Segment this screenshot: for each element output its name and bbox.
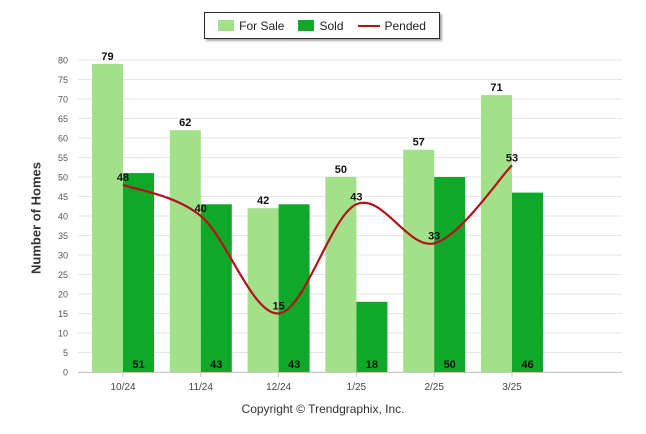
y-tick-label: 0	[63, 368, 68, 378]
data-label-for-sale: 50	[335, 164, 347, 176]
bar-for-sale	[481, 95, 512, 372]
bar-sold	[356, 301, 388, 372]
bar-for-sale	[92, 63, 123, 373]
x-tick-label: 1/25	[347, 382, 367, 393]
legend-swatch-sold	[298, 20, 315, 31]
y-tick-label: 50	[58, 173, 68, 183]
bar-sold	[200, 204, 232, 372]
data-label-pended: 53	[506, 152, 518, 164]
data-label-sold: 46	[521, 359, 533, 371]
legend-label-pended: Pended	[384, 18, 426, 33]
data-label-for-sale: 79	[101, 51, 113, 63]
data-label-for-sale: 62	[179, 117, 191, 129]
legend-item-for-sale[interactable]: For Sale	[218, 19, 284, 33]
y-axis-label: Number of Homes	[28, 162, 44, 274]
data-label-sold: 51	[132, 359, 144, 371]
data-label-for-sale: 42	[257, 195, 269, 207]
y-tick-label: 35	[58, 231, 68, 241]
y-tick-label: 40	[58, 212, 68, 222]
pended-line	[122, 164, 513, 315]
y-tick-label: 65	[58, 114, 68, 124]
y-tick-label: 45	[58, 192, 68, 202]
y-tick-label: 15	[58, 309, 68, 319]
bar-sold	[434, 177, 466, 372]
x-tick-label: 11/24	[189, 382, 214, 393]
legend-item-sold[interactable]: Sold	[298, 18, 344, 33]
x-tick-label: 10/24	[110, 382, 135, 393]
data-label-pended: 40	[195, 203, 207, 215]
x-tick-label: 2/25	[424, 382, 444, 393]
bar-for-sale	[325, 177, 357, 372]
y-tick-label: 60	[58, 134, 68, 144]
x-tick-label: 12/24	[266, 382, 291, 393]
data-label-for-sale: 71	[490, 82, 502, 94]
y-tick-label: 55	[58, 153, 68, 163]
data-label-pended: 43	[350, 191, 362, 203]
legend-label-sold: Sold	[319, 18, 344, 33]
y-tick-label: 5	[63, 348, 68, 358]
legend-swatch-pended	[357, 24, 380, 27]
legend-item-pended[interactable]: Pended	[357, 18, 426, 33]
y-tick-label: 70	[58, 95, 68, 105]
data-label-sold: 50	[444, 359, 456, 371]
legend-label-for-sale: For Sale	[239, 18, 285, 33]
bar-sold	[123, 173, 154, 372]
y-tick-label: 25	[58, 270, 68, 280]
y-tick-label: 75	[58, 75, 68, 85]
y-tick-label: 80	[58, 56, 68, 66]
y-tick-label: 20	[58, 290, 68, 300]
data-label-pended: 15	[272, 301, 284, 313]
x-tick-label: 3/25	[502, 382, 522, 393]
bar-for-sale	[403, 149, 435, 372]
copyright-credit: Copyright © Trendgraphix, Inc.	[241, 402, 405, 416]
bar-for-sale	[169, 130, 201, 372]
data-label-pended: 48	[117, 172, 129, 184]
data-label-sold: 43	[210, 359, 222, 371]
y-tick-label: 10	[58, 329, 68, 339]
bar-sold	[512, 192, 543, 372]
bar-for-sale	[247, 208, 279, 372]
legend-swatch-for-sale	[218, 20, 235, 31]
data-label-sold: 18	[366, 359, 378, 371]
data-label-sold: 43	[288, 359, 300, 371]
y-tick-label: 30	[58, 251, 68, 261]
data-label-for-sale: 57	[413, 137, 425, 149]
chart-legend: For Sale Sold Pended	[204, 12, 440, 39]
data-label-pended: 33	[428, 230, 440, 242]
